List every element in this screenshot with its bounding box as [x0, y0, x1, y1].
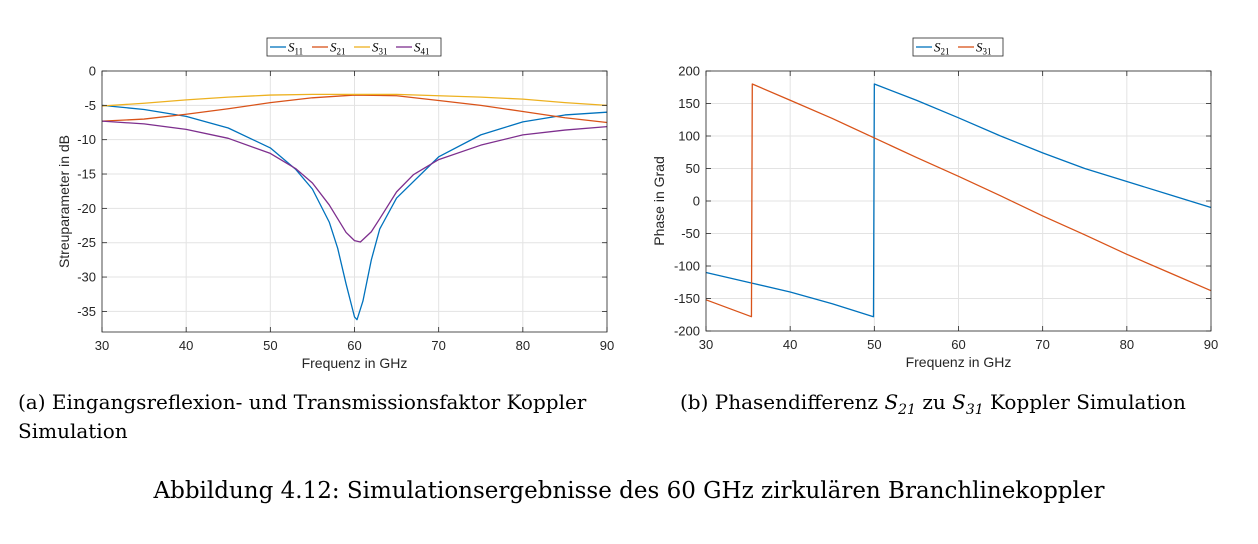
x-tick-label: 50 — [867, 337, 881, 352]
y-tick-label: 200 — [678, 64, 700, 79]
y-tick-label: 0 — [89, 64, 96, 79]
x-tick-label: 40 — [179, 338, 193, 353]
y-axis-label: Streuparameter in dB — [56, 135, 72, 268]
figure-charts: 30 40 50 60 70 80 90 0 -5 -10 -15 -20 -25 -30 -35 Frequ… — [56, 37, 1218, 371]
y-tick-label: 150 — [678, 96, 700, 111]
subcaption-b-middle: zu — [915, 390, 953, 414]
series-line-s21 — [101, 94, 608, 124]
legend-label-s11: S11 — [288, 40, 303, 57]
x-tick-label: 70 — [1035, 337, 1049, 352]
y-tick-label: -20 — [77, 201, 96, 216]
legend-label-s41: S41 — [414, 40, 430, 57]
y-tick-label: -50 — [681, 226, 700, 241]
y-tick-label: -35 — [77, 304, 96, 319]
x-tick-label: 60 — [951, 337, 965, 352]
subcaption-b-suffix: Koppler Simulation — [983, 390, 1186, 414]
legend: S11 S21 S31 S41 — [266, 37, 442, 57]
y-tick-label: -10 — [77, 132, 96, 147]
y-tick-label: 100 — [678, 129, 700, 144]
figure-caption: Abbildung 4.12: Simulationsergebnisse de… — [0, 478, 1258, 504]
y-tick-label: -30 — [77, 270, 96, 285]
legend-label-s31: S31 — [976, 40, 992, 57]
x-tick-label: 90 — [600, 338, 614, 353]
x-tick-label: 60 — [347, 338, 361, 353]
y-tick-label: 50 — [686, 161, 700, 176]
subcaption-b-s31: S31 — [952, 390, 984, 418]
y-tick-label: -25 — [77, 235, 96, 250]
y-tick-label: -5 — [84, 98, 96, 113]
subcaption-b-prefix: (b) Phasendifferenz — [680, 390, 885, 414]
legend: S21 S31 — [912, 37, 1004, 57]
x-tick-label: 30 — [699, 337, 713, 352]
y-tick-label: -200 — [674, 324, 700, 339]
x-tick-label: 40 — [783, 337, 797, 352]
subcaption-b: (b) Phasendifferenz S21 zu S31 Koppler S… — [680, 388, 1240, 425]
chart-a: 30 40 50 60 70 80 90 0 -5 -10 -15 -20 -25 -30 -35 Frequ… — [56, 37, 614, 371]
legend-label-s21: S21 — [330, 40, 346, 57]
x-tick-label: 80 — [1120, 337, 1134, 352]
y-tick-label: -100 — [674, 259, 700, 274]
y-tick-label: 0 — [693, 194, 700, 209]
x-tick-label: 80 — [516, 338, 530, 353]
figure-caption-text: Abbildung 4.12: Simulationsergebnisse de… — [153, 478, 1105, 504]
x-axis-label: Frequenz in GHz — [302, 355, 408, 371]
x-tick-label: 70 — [431, 338, 445, 353]
x-tick-label: 30 — [95, 338, 109, 353]
series-line-s31 — [101, 93, 608, 107]
series-line-s21 — [705, 83, 1212, 318]
series-line-s11 — [101, 104, 608, 321]
legend-label-s21: S21 — [934, 40, 950, 57]
y-axis-label: Phase in Grad — [651, 156, 667, 246]
x-tick-label: 90 — [1204, 337, 1218, 352]
chart-b: 30 40 50 60 70 80 90 200 150 100 50 0 -50 -100 -150 -20… — [651, 37, 1218, 370]
legend-label-s31: S31 — [372, 40, 388, 57]
series-line-s41 — [101, 120, 608, 243]
series-line-s31 — [705, 83, 1212, 318]
subcaption-a: (a) Eingangsreflexion- und Transmissions… — [18, 388, 670, 446]
x-axis-label: Frequenz in GHz — [906, 354, 1012, 370]
subcaption-b-s21: S21 — [884, 390, 916, 418]
y-tick-label: -15 — [77, 167, 96, 182]
y-tick-label: -150 — [674, 291, 700, 306]
x-tick-label: 50 — [263, 338, 277, 353]
subcaption-a-text: (a) Eingangsreflexion- und Transmissions… — [18, 390, 587, 443]
